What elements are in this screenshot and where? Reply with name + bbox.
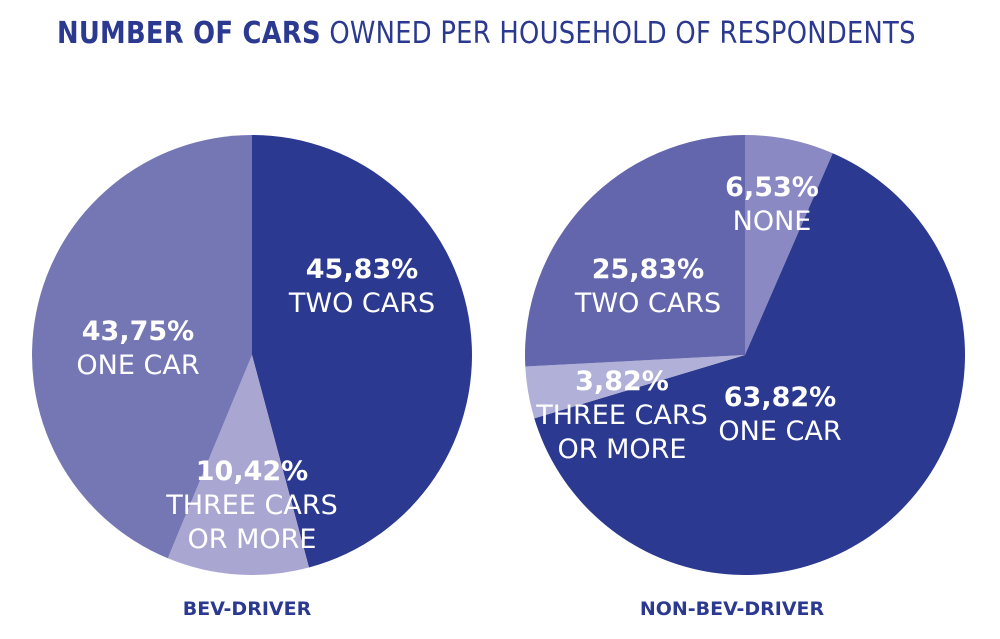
pie2-slice-1-label: 6,53% NONE	[725, 172, 819, 237]
chart-title-bold: NUMBER OF CARS	[57, 16, 321, 51]
pie2-slice-3	[525, 355, 745, 419]
slice-category-label: NONE	[733, 206, 812, 237]
pie1-slice-1	[252, 135, 472, 568]
slice-category-label: TWO CARS	[288, 288, 435, 319]
pie2-caption: NON-BEV-DRIVER	[640, 598, 825, 620]
pie1-slice-3	[32, 135, 252, 559]
pie2-slice-4-label: 25,83% TWO CARS	[574, 254, 721, 319]
slice-category-label: ONE CAR	[718, 416, 841, 447]
slice-value-label: 25,83%	[592, 254, 704, 285]
slice-value-label: 3,82%	[575, 366, 669, 397]
slice-value-label: 43,75%	[82, 316, 194, 347]
pie2-slice-1	[745, 135, 833, 355]
pie1-slice-2-label: 10,42% THREE CARS OR MORE	[165, 456, 337, 555]
slice-value-label: 6,53%	[725, 172, 819, 203]
slice-category-label: ONE CAR	[76, 350, 199, 381]
slice-value-label: 10,42%	[196, 456, 308, 487]
slice-category-label: THREE CARS	[535, 400, 707, 431]
pie1-slice-2	[167, 355, 309, 575]
chart-title-rest: OWNED PER HOUSEHOLD OF RESPONDENTS	[329, 16, 916, 51]
slice-category-label: TWO CARS	[574, 288, 721, 319]
pie2-slice-2-label: 63,82% ONE CAR	[718, 382, 841, 447]
slice-value-label: 63,82%	[724, 382, 836, 413]
chart-title: NUMBER OF CARS OWNED PER HOUSEHOLD OF RE…	[57, 16, 916, 51]
slice-value-label: 45,83%	[306, 254, 418, 285]
slice-category-label: OR MORE	[558, 434, 687, 465]
slice-category-label: OR MORE	[188, 524, 317, 555]
pie1-slice-1-label: 45,83% TWO CARS	[288, 254, 435, 319]
pie1-caption: BEV-DRIVER	[183, 598, 312, 620]
slice-category-label: THREE CARS	[165, 490, 337, 521]
pie1-slice-3-label: 43,75% ONE CAR	[76, 316, 199, 381]
pie2-slice-2	[534, 153, 965, 576]
pie2-slice-3-label: 3,82% THREE CARS OR MORE	[535, 366, 707, 465]
pie2-slice-4	[525, 135, 745, 367]
